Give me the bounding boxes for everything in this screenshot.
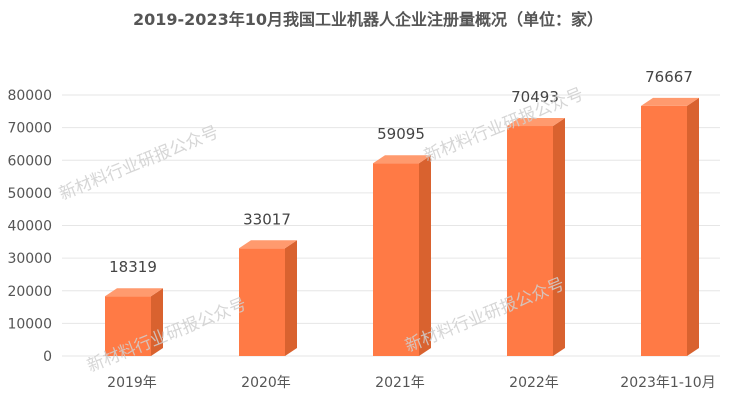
data-label: 59095 bbox=[377, 125, 425, 143]
x-category-label: 2023年1-10月 bbox=[620, 375, 715, 391]
y-tick-label: 80000 bbox=[7, 88, 52, 104]
bar-top bbox=[507, 118, 565, 127]
bar-top bbox=[239, 240, 297, 249]
bars bbox=[105, 97, 699, 357]
y-tick-label: 60000 bbox=[7, 153, 52, 169]
chart-title: 2019-2023年10月我国工业机器人企业注册量概况（单位：家） bbox=[133, 10, 603, 29]
bar-side bbox=[553, 118, 565, 356]
bar bbox=[507, 118, 565, 356]
bar-front bbox=[507, 126, 553, 356]
y-tick-label: 50000 bbox=[7, 186, 52, 202]
x-axis-categories: 2019年 2020年 2021年 2022年 2023年1-10月 bbox=[107, 375, 716, 391]
y-tick-label: 0 bbox=[43, 349, 52, 365]
x-category-label: 2022年 bbox=[509, 375, 559, 391]
bar-side bbox=[151, 288, 163, 356]
y-tick-label: 20000 bbox=[7, 284, 52, 300]
bar-side bbox=[419, 155, 431, 356]
bar bbox=[239, 240, 297, 356]
x-category-label: 2019年 bbox=[107, 375, 157, 391]
y-axis-ticks: 0 10000 20000 30000 40000 50000 60000 70000 8000… bbox=[7, 88, 52, 365]
bar-side bbox=[285, 240, 297, 356]
x-category-label: 2021年 bbox=[375, 375, 425, 391]
bar-top bbox=[641, 97, 699, 106]
bar-top bbox=[373, 155, 431, 164]
bar-front bbox=[105, 296, 151, 356]
data-label: 76667 bbox=[645, 68, 693, 86]
y-tick-label: 30000 bbox=[7, 251, 52, 267]
bar-side bbox=[687, 97, 699, 357]
data-labels: 18319 33017 59095 70493 76667 bbox=[109, 68, 693, 276]
bar-top bbox=[105, 288, 163, 297]
watermark-text: 新材料行业研报公众号 bbox=[56, 122, 221, 204]
bar bbox=[641, 97, 699, 357]
data-label: 70493 bbox=[511, 88, 559, 106]
y-tick-label: 70000 bbox=[7, 121, 52, 137]
bar bbox=[105, 288, 163, 356]
bar-front bbox=[239, 248, 285, 356]
y-tick-label: 10000 bbox=[7, 316, 52, 332]
data-label: 18319 bbox=[109, 258, 157, 276]
y-tick-label: 40000 bbox=[7, 219, 52, 235]
bar-front bbox=[641, 105, 687, 357]
x-category-label: 2020年 bbox=[241, 375, 291, 391]
bar-front bbox=[373, 163, 419, 356]
bar bbox=[373, 155, 431, 356]
data-label: 33017 bbox=[243, 210, 291, 228]
